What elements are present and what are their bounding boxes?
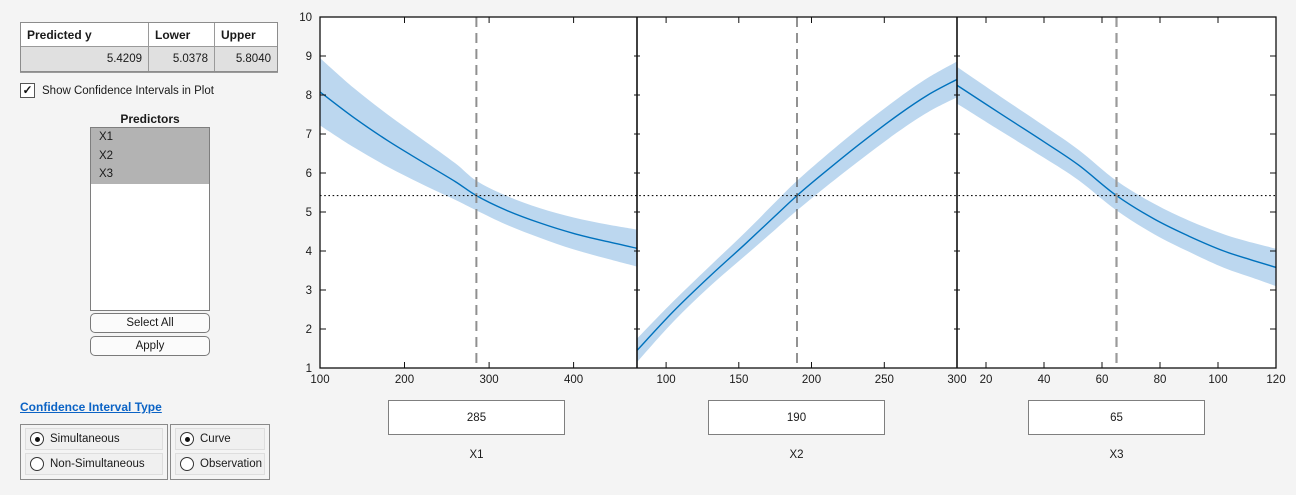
radio-observation[interactable]: Observation xyxy=(175,453,265,475)
confidence-band-x3 xyxy=(957,66,1276,287)
show-ci-row: ✓ Show Confidence Intervals in Plot xyxy=(20,83,214,98)
radio-simultaneous[interactable]: Simultaneous xyxy=(25,428,163,450)
radio-icon xyxy=(30,432,44,446)
slice-panel-x2 xyxy=(637,17,957,368)
plot-background xyxy=(320,17,1276,368)
show-ci-label: Show Confidence Intervals in Plot xyxy=(42,84,214,97)
predictors-title: Predictors xyxy=(120,112,180,126)
apply-button[interactable]: Apply xyxy=(90,336,210,356)
axes-frame xyxy=(319,16,1277,369)
listbox-item-x2[interactable]: X2 xyxy=(91,146,209,165)
slice-panel-x1 xyxy=(320,17,637,368)
lower-header: Lower xyxy=(149,23,215,47)
x-tick-label: 150 xyxy=(729,374,748,386)
x-tick-label: 400 xyxy=(564,374,583,386)
x-tick-label: 60 xyxy=(1096,374,1109,386)
predicted-y-header: Predicted y xyxy=(21,23,149,47)
prediction-table-header-row: Predicted y Lower Upper xyxy=(21,23,277,47)
x-tick-label: 120 xyxy=(1266,374,1285,386)
y-tick-label: 7 xyxy=(306,129,312,141)
predictors-listbox: X1 X2 X3 xyxy=(90,127,210,311)
listbox-item-x3[interactable]: X3 xyxy=(91,165,209,184)
x-tick-label: 200 xyxy=(802,374,821,386)
y-tick-label: 2 xyxy=(306,324,312,336)
ci-kind-group: Curve Observation xyxy=(170,424,270,480)
x3-axis-label: X3 xyxy=(1109,449,1124,461)
x-tick-label: 40 xyxy=(1038,374,1051,386)
radio-curve[interactable]: Curve xyxy=(175,428,265,450)
prediction-table: Predicted y Lower Upper 5.4209 5.0378 5.… xyxy=(20,22,278,72)
prediction-table-value-row: 5.4209 5.0378 5.8040 xyxy=(21,47,277,71)
y-tick-label: 9 xyxy=(306,51,312,63)
x-tick-label: 100 xyxy=(657,374,676,386)
x-tick-label: 20 xyxy=(980,374,993,386)
y-tick-label: 1 xyxy=(306,363,312,375)
ci-simultaneity-group: Simultaneous Non-Simultaneous xyxy=(20,424,168,480)
listbox-item-x1[interactable]: X1 xyxy=(91,128,209,147)
ci-type-link[interactable]: Confidence Interval Type xyxy=(20,400,162,414)
x-tick-label: 200 xyxy=(395,374,414,386)
x1-value-input[interactable] xyxy=(388,400,565,435)
y-tick-label: 8 xyxy=(306,90,312,102)
upper-header: Upper xyxy=(215,23,277,47)
y-tick-label: 5 xyxy=(306,207,312,219)
confidence-band-x2 xyxy=(637,61,957,363)
radio-icon xyxy=(30,457,44,471)
show-ci-checkbox[interactable]: ✓ xyxy=(20,83,35,98)
x-tick-label: 250 xyxy=(875,374,894,386)
confidence-band-x1 xyxy=(320,57,637,267)
y-tick-label: 6 xyxy=(306,168,312,180)
select-all-button[interactable]: Select All xyxy=(90,313,210,333)
x1-axis-label: X1 xyxy=(469,449,484,461)
x-tick-label: 300 xyxy=(947,374,966,386)
lower-value: 5.0378 xyxy=(149,47,215,71)
fit-curve-x3 xyxy=(957,84,1276,269)
x2-value-input[interactable] xyxy=(708,400,885,435)
x2-axis-label: X2 xyxy=(789,449,804,461)
x-tick-label: 100 xyxy=(1208,374,1227,386)
y-tick-label: 4 xyxy=(306,246,313,258)
x-tick-label: 80 xyxy=(1154,374,1167,386)
x-tick-label: 100 xyxy=(310,374,329,386)
predicted-y-value: 5.4209 xyxy=(21,47,149,71)
radio-non-simultaneous[interactable]: Non-Simultaneous xyxy=(25,453,163,475)
radio-icon xyxy=(180,432,194,446)
y-tick-label: 3 xyxy=(306,285,312,297)
x-tick-label: 300 xyxy=(480,374,499,386)
slice-panel-x3 xyxy=(957,17,1276,368)
radio-icon xyxy=(180,457,194,471)
y-tick-label: 10 xyxy=(299,12,312,24)
fit-curve-x1 xyxy=(320,91,637,249)
upper-value: 5.8040 xyxy=(215,47,277,71)
checkmark-icon: ✓ xyxy=(22,82,33,97)
fit-curve-x2 xyxy=(637,78,957,351)
x3-value-input[interactable] xyxy=(1028,400,1205,435)
